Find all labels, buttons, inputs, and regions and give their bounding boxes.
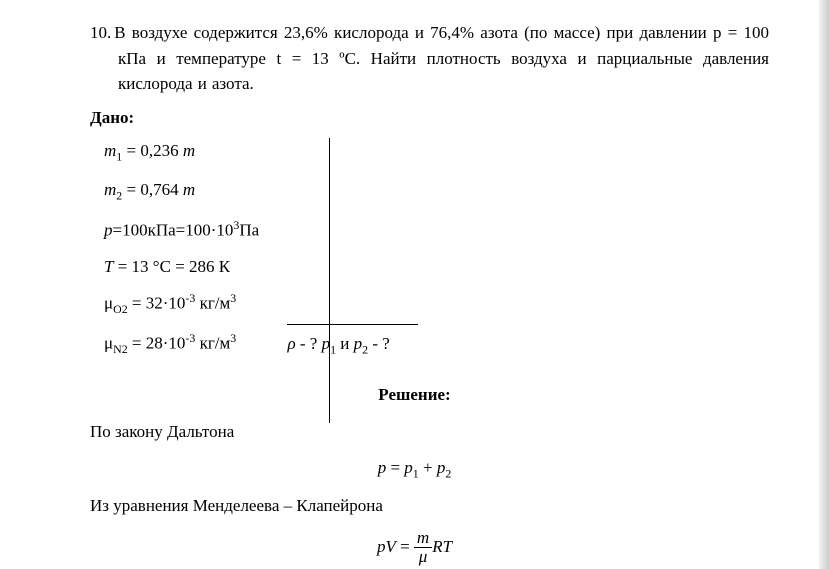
m1-eq: = 0,236 — [122, 141, 183, 160]
T-eq: = 13 °С = 286 К — [113, 257, 230, 276]
solution-label: Решение: — [60, 382, 769, 408]
equation-mendeleev: pV = mμRT — [60, 529, 769, 567]
p-unit: Па — [239, 220, 259, 239]
p-var: p — [104, 220, 113, 239]
q-and: и — [336, 334, 354, 353]
given-items: m1 = 0,236 m m2 = 0,764 m p=100кПа=100·1… — [104, 138, 283, 370]
given-muN2: μN2 = 28·10-3 кг/м3 — [104, 330, 259, 359]
muO2-eq: = 32·10 — [128, 294, 186, 313]
solution-line2: Из уравнения Менделеева – Клапейрона — [90, 493, 769, 519]
muO2-var: μ — [104, 294, 113, 313]
muO2-unit: кг/м — [195, 294, 230, 313]
problem-text-content: В воздухе содержится 23,6% кислорода и 7… — [114, 23, 769, 93]
eq2-fraction: mμ — [414, 529, 432, 567]
eq1-eq: = — [386, 458, 404, 477]
solution-line1: По закону Дальтона — [90, 419, 769, 445]
problem-statement: 10.В воздухе содержится 23,6% кислорода … — [118, 20, 769, 97]
q-p2v: p — [354, 334, 363, 353]
muN2-eq: = 28·10 — [128, 334, 186, 353]
given-T: T = 13 °С = 286 К — [104, 254, 259, 280]
given-m1: m1 = 0,236 m — [104, 138, 259, 166]
muN2-sup: -3 — [185, 331, 195, 345]
m2-unit: m — [183, 180, 195, 199]
muN2-sub: N2 — [113, 342, 128, 356]
muO2-sup: -3 — [185, 291, 195, 305]
muN2-var: μ — [104, 334, 113, 353]
eq1-p: p — [378, 458, 387, 477]
q-q1: - ? — [296, 334, 322, 353]
q-rho: ρ — [287, 334, 295, 353]
given-muO2: μO2 = 32·10-3 кг/м3 — [104, 290, 259, 319]
m1-unit: m — [183, 141, 195, 160]
eq1-p2s: 2 — [445, 466, 451, 480]
eq2-eq: = — [396, 537, 414, 556]
m2-var: m — [104, 180, 116, 199]
equation-dalton: p = p1 + p2 — [60, 455, 769, 483]
given-p: p=100кПа=100·103Па — [104, 217, 259, 243]
eq2-lhs: pV — [377, 537, 396, 556]
m1-var: m — [104, 141, 116, 160]
page-shadow — [819, 0, 829, 569]
eq2-rhs: RT — [432, 537, 452, 556]
given-block: m1 = 0,236 m m2 = 0,764 m p=100кПа=100·1… — [104, 138, 769, 370]
muO2-unitsup: 3 — [230, 291, 236, 305]
m2-eq: = 0,764 — [122, 180, 183, 199]
eq2-num: m — [414, 529, 432, 549]
muO2-sub: O2 — [113, 302, 128, 316]
problem-number: 10. — [90, 23, 111, 42]
p-eq: =100кПа=100·10 — [113, 220, 234, 239]
question-row: ρ - ? p1 и p2 - ? — [287, 324, 417, 359]
divider-vertical — [329, 138, 330, 423]
q-q2: - ? — [368, 334, 390, 353]
given-m2: m2 = 0,764 m — [104, 177, 259, 205]
muN2-unit: кг/м — [195, 334, 230, 353]
eq1-plus: + — [419, 458, 437, 477]
muN2-unitsup: 3 — [230, 331, 236, 345]
eq1-p1v: p — [404, 458, 413, 477]
eq2-den: μ — [414, 548, 432, 567]
given-label: Дано: — [90, 105, 769, 131]
